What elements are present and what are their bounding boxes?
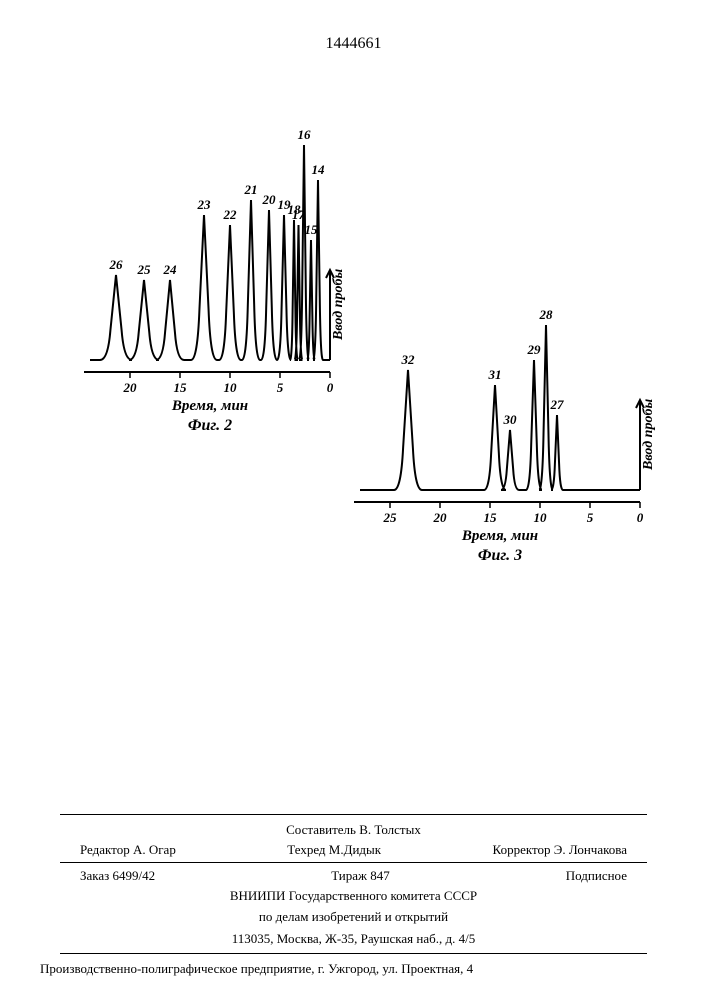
chromatogram-trace (90, 145, 330, 360)
peak-label: 30 (503, 412, 518, 427)
footer-org1: ВНИИПИ Государственного комитета СССР (0, 885, 707, 907)
x-axis-label: Время, мин (171, 398, 248, 414)
x-tick-label: 20 (123, 380, 138, 395)
footer-org2: по делам изобретений и открытий (0, 906, 707, 928)
x-tick-label: 10 (534, 510, 548, 525)
injection-label: Ввод пробы (641, 399, 656, 471)
peak-label: 16 (298, 127, 312, 142)
footer-tirazh: Тираж 847 (331, 867, 390, 885)
peak-label: 25 (137, 262, 152, 277)
footer-rule-mid (60, 862, 647, 863)
peak-label: 27 (550, 397, 565, 412)
peak-label: 19 (278, 197, 292, 212)
footer-printer: Производственно-полиграфическое предприя… (0, 958, 707, 980)
fig3-chromatogram: 0 5 10 15 20 25 Время, мин Фиг. 3 27 28 29 30 31 32 Вв… (340, 200, 660, 560)
footer-subscription: Подписное (566, 867, 627, 885)
x-tick-label: 5 (587, 510, 594, 525)
peak-label: 29 (527, 342, 542, 357)
footer-editor: Редактор А. Огар (80, 841, 176, 859)
peak-label: 22 (223, 207, 238, 222)
peak-label: 21 (244, 182, 258, 197)
footer-techred: Техред М.Дидык (287, 841, 381, 859)
x-axis-label: Время, мин (461, 528, 538, 544)
x-tick-label: 10 (224, 380, 238, 395)
x-tick-label: 15 (484, 510, 498, 525)
peak-label: 23 (197, 197, 212, 212)
footer-rule-bot (60, 953, 647, 954)
page-number: 1444661 (0, 35, 707, 53)
footer-rule-top (60, 814, 647, 815)
figure-caption: Фиг. 2 (188, 417, 232, 430)
peak-label: 31 (488, 367, 502, 382)
x-tick-label: 0 (637, 510, 644, 525)
peak-label: 24 (163, 262, 178, 277)
x-tick-label: 20 (433, 510, 448, 525)
peak-label: 15 (305, 222, 319, 237)
charts-area: 05101520Время, минФиг. 21415161718192021… (0, 70, 707, 590)
x-tick-label: 25 (383, 510, 398, 525)
peak-label: 14 (312, 162, 326, 177)
x-tick-label: 0 (327, 380, 334, 395)
footer-corrector: Корректор Э. Лончакова (493, 841, 627, 859)
footer-block: Составитель В. Толстых Редактор А. Огар … (0, 810, 707, 980)
peak-label: 32 (401, 352, 416, 367)
chromatogram-trace (360, 325, 640, 490)
footer-compiler: Составитель В. Толстых (0, 819, 707, 841)
footer-order: Заказ 6499/42 (80, 867, 155, 885)
x-tick-label: 5 (277, 380, 284, 395)
peak-label: 20 (262, 192, 277, 207)
fig2-chromatogram: 05101520Время, минФиг. 21415161718192021… (70, 70, 350, 430)
peak-label: 26 (109, 257, 124, 272)
x-tick-label: 15 (174, 380, 188, 395)
figure-caption: Фиг. 3 (478, 547, 522, 560)
footer-address: 113035, Москва, Ж-35, Раушская наб., д. … (0, 928, 707, 950)
peak-label: 28 (539, 307, 554, 322)
